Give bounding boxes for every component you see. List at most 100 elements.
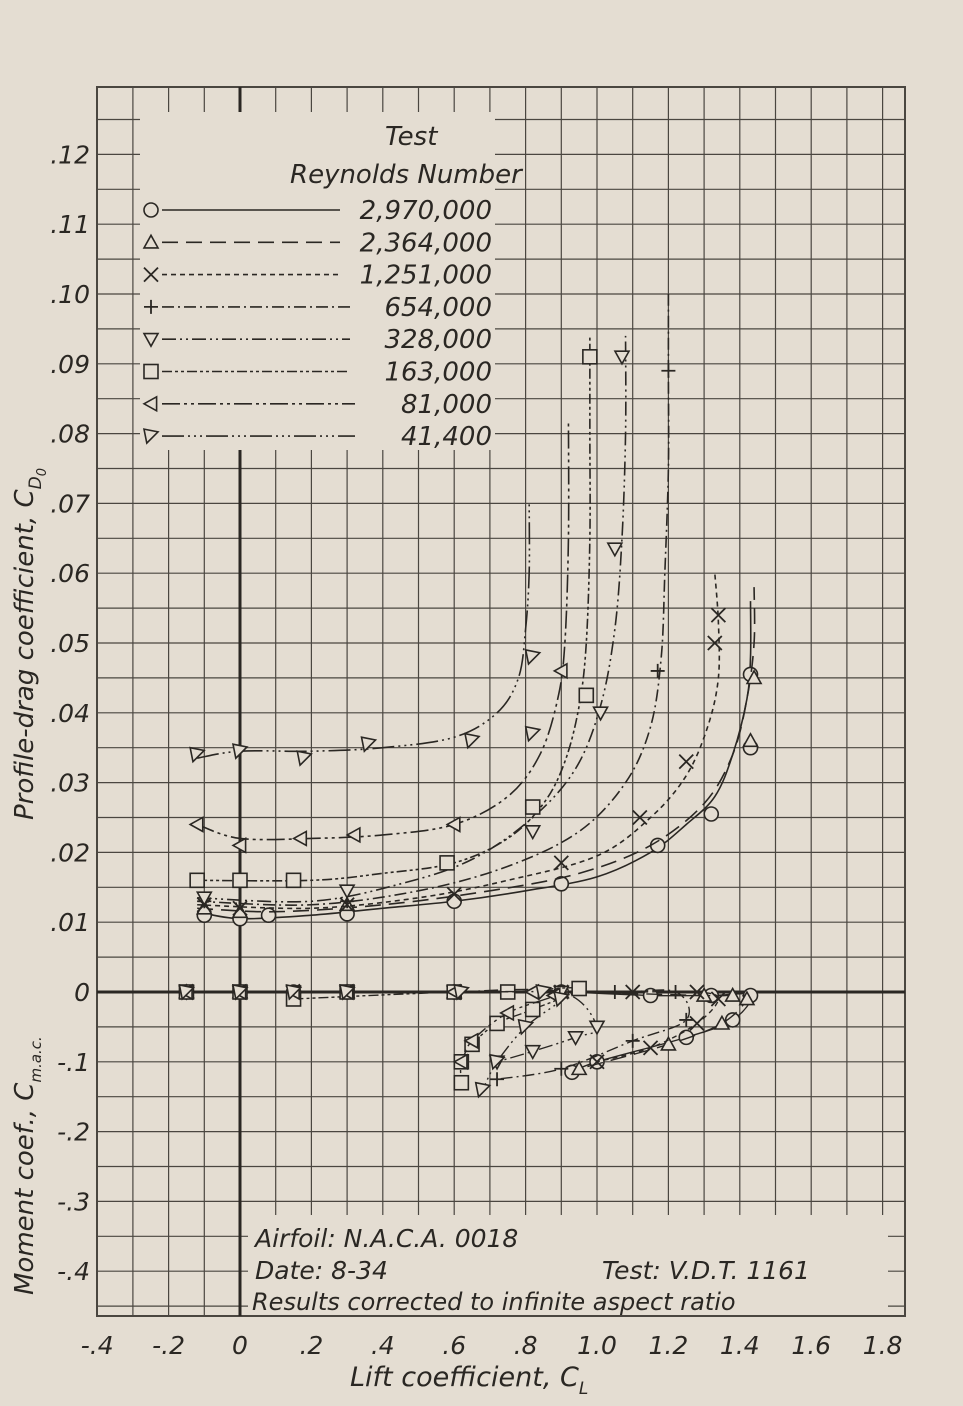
moment-data-point [524,1001,541,1018]
legend-marker [143,266,159,283]
moment-data-point [588,1020,606,1036]
legend: Test Reynolds Number 2,970,0002,364,0001… [140,112,524,452]
x-tick-label: .8 [514,1331,538,1360]
annotation-date: Date: 8-34 [255,1256,388,1285]
drag-curve [197,573,721,910]
moment-data-point [642,1040,659,1056]
moment-data-point [490,1072,505,1087]
legend-label: 163,000 [384,358,492,388]
x-tick-label: .6 [442,1331,466,1360]
drag-data-point [582,349,598,365]
moment-data-point [668,985,683,999]
moment-data-point [738,990,756,1006]
moment-data-point [571,980,587,997]
moment-data-point [453,1074,470,1091]
legend-entry: 41,400 [142,422,492,452]
x-axis-label: Lift coefficient, CL [350,1362,588,1399]
moment-data-point [710,991,727,1007]
moment-data-point [689,984,705,1000]
drag-data-point [232,872,248,889]
moment-data-point [499,1004,515,1022]
drag-data-point [710,607,727,623]
chart-series [177,294,763,1099]
moment-data-point [517,1018,535,1036]
drag-data-point [360,736,378,753]
moment-data-point [724,1012,741,1028]
drag-data-point [745,669,763,685]
moment-data-point [452,1053,468,1071]
drag-data-point [195,891,213,907]
drag-data-point [524,799,541,815]
x-axis-label-text: Lift coefficient, C [350,1362,579,1393]
drag-data-point [707,635,723,651]
drag-data-point [439,855,455,871]
drag-data-point [632,809,648,826]
y-tick-label-drag: .02 [50,838,90,867]
legend-entry: 2,364,000 [142,228,492,258]
y-tick-label-moment: -.3 [57,1187,90,1216]
y-tick-label-drag: .06 [50,559,90,588]
drag-data-point [188,816,204,833]
legend-label: 1,251,000 [360,261,492,291]
moment-data-point [463,1032,479,1050]
drag-data-point [292,830,308,847]
drag-data-point [703,806,720,822]
annotation-airfoil: Airfoil: N.A.C.A. 0018 [253,1224,518,1253]
y-tick-label-moment: -.4 [57,1257,90,1286]
drag-data-point [296,750,313,767]
legend-entries: 2,970,0002,364,0001,251,000654,000328,00… [142,196,492,452]
drag-data-point [524,825,542,841]
drag-data-point [524,648,542,666]
x-tick-label: -.2 [152,1331,185,1360]
drag-curve [197,587,756,913]
drag-data-point [464,732,481,750]
drag-data-point [445,816,461,833]
drag-data-point [661,363,676,378]
moment-data-point [453,983,470,1001]
moment-data-point [567,1030,584,1047]
x-tick-label: .2 [299,1331,323,1360]
drag-data-point [189,872,205,889]
moment-data-point [660,1035,677,1051]
drag-curve [197,294,670,906]
x-axis-label-sub: L [579,1379,588,1399]
y-tick-label-drag: .07 [50,489,90,518]
moment-data-point [524,1044,542,1060]
y-axis-label-drag-text: Profile-drag coefficient, C [10,489,40,820]
legend-title-test: Test [385,122,438,152]
legend-entry: 1,251,000 [143,261,492,291]
drag-curve [197,335,627,903]
y-axis-label-moment-text: Moment coef., C [10,1082,40,1295]
x-tick-label: 1.8 [863,1331,903,1360]
moment-data-point [554,1061,569,1076]
drag-data-point [446,886,462,902]
drag-data-point [231,837,247,854]
drag-data-point [231,743,249,760]
moment-data-point [489,1015,505,1032]
y-axis-label-moment-sub: m.a.c. [27,1036,45,1082]
legend-marker [142,395,158,413]
moment-data-point [724,986,742,1002]
moment-data-point [474,1081,492,1099]
y-tick-label-moment: 0 [74,978,90,1007]
x-tick-label: 1.2 [649,1331,689,1360]
drag-data-point [613,350,631,366]
moment-curve [454,990,720,1063]
legend-marker [144,299,158,314]
y-tick-label-moment: -.1 [57,1048,90,1077]
annotation-box [248,1215,888,1315]
y-tick-label-drag: .11 [50,210,90,239]
moment-data-point [231,983,249,1001]
moment-data-point [607,985,622,999]
x-tick-label: 1.6 [791,1331,831,1360]
legend-marker [143,363,159,380]
drag-data-point [742,732,759,748]
annotation-note: Results corrected to infinite aspect rat… [252,1288,736,1316]
y-tick-label-drag: .09 [50,350,90,379]
moment-data-point [339,983,356,1001]
legend-entry: 328,000 [142,325,492,355]
legend-label: 81,000 [401,390,492,420]
y-tick-label-moment: -.2 [57,1118,90,1147]
drag-data-point [524,725,542,743]
y-tick-label-drag: .08 [50,420,90,449]
